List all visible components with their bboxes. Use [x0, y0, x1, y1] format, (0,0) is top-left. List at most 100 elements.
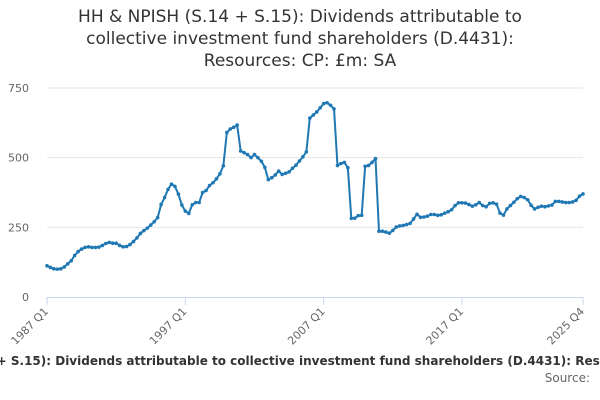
data-point: [432, 212, 437, 217]
data-point: [328, 103, 333, 108]
data-point: [581, 192, 585, 196]
data-point: [290, 166, 295, 171]
data-point: [100, 243, 105, 248]
data-point: [508, 203, 513, 208]
data-point: [173, 184, 177, 189]
data-point: [169, 182, 174, 186]
data-point: [366, 163, 371, 168]
data-point: [477, 200, 482, 205]
data-point: [363, 164, 367, 169]
data-point: [408, 221, 412, 226]
data-point: [145, 226, 150, 230]
data-point: [283, 171, 288, 176]
data-point: [401, 223, 405, 228]
data-point: [397, 224, 402, 228]
legend[interactable]: HH & NPISH (S.14 + S.15): Dividends attr…: [0, 354, 600, 372]
data-point: [238, 149, 243, 153]
data-point: [446, 209, 450, 214]
data-point: [349, 216, 354, 221]
y-tick-label: 250: [8, 221, 29, 234]
chart-title: HH & NPISH (S.14 + S.15): Dividends attr…: [10, 6, 590, 72]
data-point: [138, 231, 143, 236]
data-point: [342, 160, 347, 165]
data-point: [377, 229, 381, 234]
data-point: [422, 215, 426, 219]
data-point: [266, 177, 271, 182]
data-point: [45, 263, 49, 268]
data-point: [515, 196, 520, 201]
data-point: [391, 228, 395, 233]
data-point: [359, 213, 364, 218]
data-point: [235, 123, 239, 127]
data-point: [556, 199, 561, 204]
data-point: [276, 169, 281, 173]
data-point: [159, 202, 163, 207]
data-point: [107, 240, 112, 245]
data-point: [539, 204, 544, 208]
legend-item-label[interactable]: HH & NPISH (S.14 + S.15): Dividends attr…: [0, 354, 600, 368]
data-point: [83, 245, 87, 250]
data-point: [335, 163, 340, 168]
x-tick-label: 1987 Q1: [9, 305, 52, 348]
data-point: [570, 200, 575, 204]
data-point: [221, 163, 226, 168]
data-point: [190, 202, 195, 207]
data-point: [512, 200, 516, 205]
data-point: [325, 100, 329, 105]
data-point: [463, 201, 468, 205]
data-point: [311, 113, 316, 117]
data-point: [332, 107, 336, 111]
data-point: [242, 150, 246, 155]
data-point: [259, 159, 264, 164]
data-point: [505, 207, 509, 211]
data-point: [467, 202, 471, 207]
data-point: [69, 258, 74, 263]
data-point: [193, 200, 198, 205]
x-tick-label: 2007 Q1: [285, 305, 328, 348]
data-point: [339, 161, 343, 166]
x-tick-label: 2017 Q1: [424, 305, 467, 348]
data-point: [308, 116, 312, 120]
y-tick-label: 0: [22, 291, 29, 304]
data-point: [142, 228, 146, 233]
chart-title-line-3: Resources: CP: £m: SA: [203, 51, 397, 71]
data-point: [183, 209, 188, 213]
data-point: [97, 245, 101, 249]
data-point: [186, 211, 191, 216]
data-point: [110, 241, 115, 246]
data-point: [93, 245, 98, 250]
data-point: [301, 155, 305, 159]
data-point: [474, 202, 478, 207]
data-point: [204, 188, 208, 193]
data-point: [346, 165, 350, 170]
data-point: [501, 213, 506, 217]
data-point: [218, 172, 222, 176]
data-point: [442, 211, 447, 215]
data-point: [65, 262, 70, 266]
data-point: [453, 203, 457, 208]
data-point: [314, 110, 319, 114]
x-tick-label: 1997 Q1: [147, 305, 190, 348]
data-point: [529, 203, 533, 208]
data-point: [155, 215, 160, 220]
data-point: [418, 215, 423, 220]
data-point: [321, 101, 326, 106]
data-point: [76, 249, 80, 254]
data-point: [197, 200, 201, 205]
data-point: [245, 152, 250, 157]
data-point: [135, 236, 139, 240]
data-point: [103, 241, 108, 246]
data-point: [394, 225, 399, 229]
data-point: [574, 198, 578, 203]
data-point: [318, 105, 322, 110]
data-point: [435, 213, 440, 218]
data-point: [525, 197, 530, 202]
data-point: [411, 217, 416, 221]
chart-title-line-1: HH & NPISH (S.14 + S.15): Dividends attr…: [78, 7, 522, 27]
data-point: [162, 195, 167, 200]
data-point: [114, 241, 118, 246]
data-point: [297, 159, 302, 163]
data-point: [577, 194, 582, 198]
